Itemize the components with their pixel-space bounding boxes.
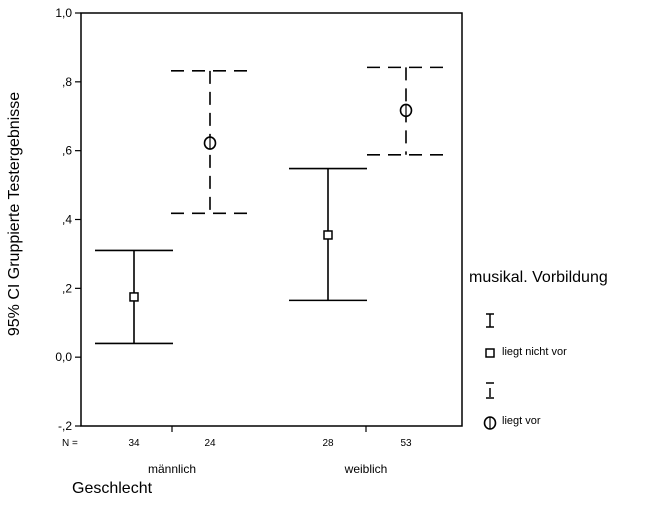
legend-title: musikal. Vorbildung (469, 269, 608, 286)
y-tick-label-3: ,4 (62, 213, 72, 227)
legend: musikal. Vorbildung liegt nicht vor lieg… (469, 269, 608, 430)
y-tick-label-2: ,6 (62, 144, 72, 158)
x-axis-label: Geschlecht (72, 480, 153, 497)
y-tick-label-4: ,2 (62, 281, 72, 295)
y-tick-label-0: 1,0 (55, 6, 72, 20)
n-label: N = (62, 438, 78, 449)
legend-label-liegt-vor: liegt vor (502, 415, 541, 427)
axis-layer: 1,0 ,8 ,6 ,4 ,2 0,0 -,2 34 28 24 53 (55, 6, 463, 449)
y-tick-label-6: -,2 (58, 419, 72, 433)
n-count-0-1: 28 (322, 438, 334, 449)
category-label-maennlich: männlich (148, 462, 196, 476)
y-tick-label-5: 0,0 (55, 350, 72, 364)
labels-layer: 95% CI Gruppierte Testergebnisse Geschle… (6, 92, 387, 497)
plot-frame (80, 12, 463, 427)
y-axis-label: 95% CI Gruppierte Testergebnisse (6, 92, 23, 336)
category-label-weiblich: weiblich (344, 462, 388, 476)
legend-square-marker (485, 348, 495, 358)
n-count-1-1: 53 (400, 438, 412, 449)
mean-marker-square-0-1 (323, 230, 333, 240)
y-tick-label-1: ,8 (62, 75, 72, 89)
n-count-1-0: 24 (204, 438, 216, 449)
mean-marker-square-0-0 (129, 292, 139, 302)
legend-label-liegt-nicht-vor: liegt nicht vor (502, 346, 567, 358)
n-count-0-0: 34 (128, 438, 140, 449)
marks-layer (95, 66, 445, 345)
